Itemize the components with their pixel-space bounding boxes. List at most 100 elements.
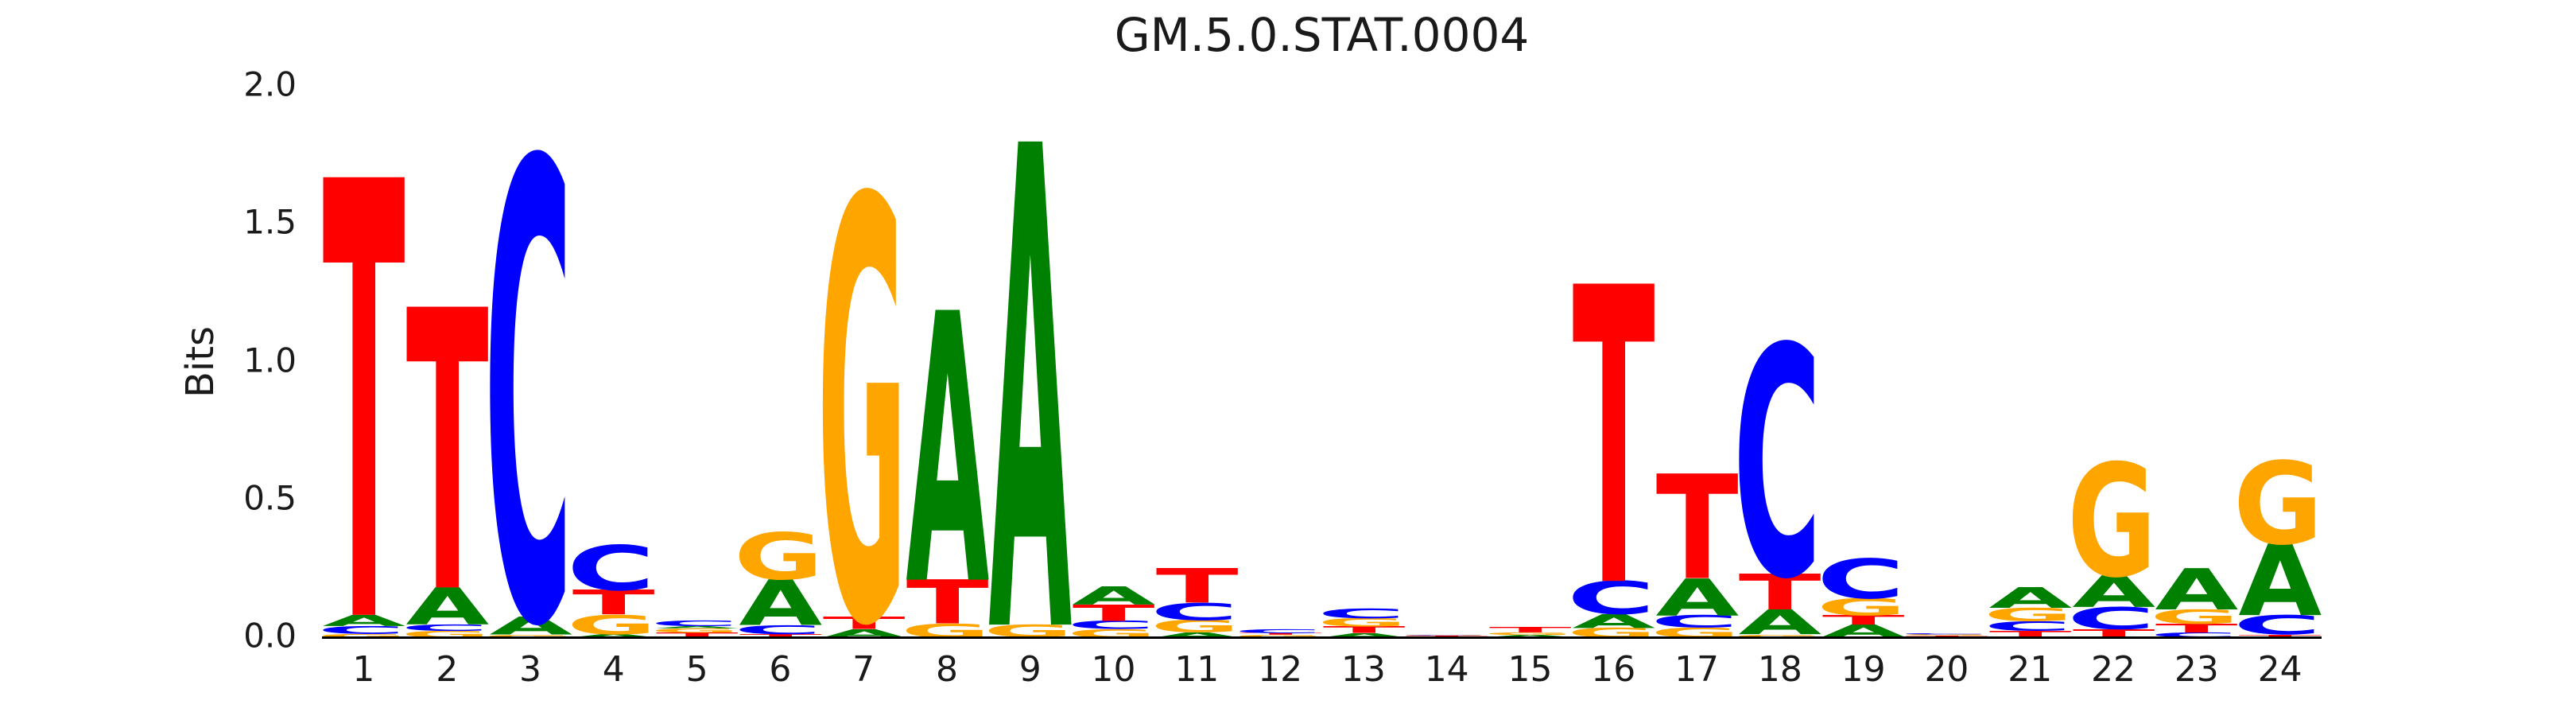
svg-text:T: T <box>739 633 822 639</box>
svg-text:C: C <box>734 623 822 637</box>
logo-letter-4-G: G <box>567 609 657 640</box>
x-tick-4: 4 <box>602 649 625 690</box>
x-tick-24: 24 <box>2257 649 2302 690</box>
svg-text:C: C <box>650 619 739 628</box>
logo-letter-17-A: A <box>1655 568 1739 627</box>
svg-text:G: G <box>2067 432 2157 613</box>
logo-letter-13-G: G <box>1317 616 1407 629</box>
logo-letter-5-G: G <box>650 627 740 633</box>
svg-text:A: A <box>1572 610 1655 632</box>
logo-letter-2-C: C <box>401 623 489 633</box>
x-tick-5: 5 <box>685 649 708 690</box>
y-tick-0.0: 0.0 <box>243 616 297 656</box>
x-tick-12: 12 <box>1258 649 1303 690</box>
x-tick-18: 18 <box>1757 649 1802 690</box>
svg-text:T: T <box>656 631 739 639</box>
logo-letter-8-A: A <box>906 235 990 667</box>
svg-text:G: G <box>1734 634 1824 639</box>
svg-text:A: A <box>656 625 739 628</box>
x-tick-9: 9 <box>1018 649 1042 690</box>
logo-letter-9-A: A <box>989 10 1073 716</box>
logo-letter-8-T: T <box>906 568 988 638</box>
logo-letter-23-G: G <box>2150 605 2240 628</box>
logo-letter-13-T: T <box>1322 625 1405 636</box>
svg-text:C: C <box>1400 634 1488 635</box>
logo-letter-24-G: G <box>2233 438 2323 570</box>
svg-text:A: A <box>489 612 572 640</box>
svg-text:A: A <box>1655 568 1739 627</box>
svg-text:T: T <box>1573 203 1656 678</box>
logo-letter-19-G: G <box>1817 593 1907 621</box>
svg-text:T: T <box>823 613 906 633</box>
svg-text:C: C <box>1650 612 1738 632</box>
x-tick-23: 23 <box>2174 649 2219 690</box>
svg-text:A: A <box>322 612 405 629</box>
svg-text:C: C <box>567 533 655 605</box>
svg-text:T: T <box>1822 613 1905 628</box>
svg-text:T: T <box>1239 632 1321 636</box>
svg-text:C: C <box>401 623 489 633</box>
logo-letter-14-G: G <box>1400 635 1490 636</box>
svg-text:G: G <box>567 609 657 640</box>
x-tick-21: 21 <box>2008 649 2053 690</box>
logo-letter-1-C: C <box>317 625 405 636</box>
svg-text:G: G <box>1317 616 1407 629</box>
logo-letter-19-T: T <box>1822 613 1905 628</box>
logo-letter-20-G: G <box>1900 634 1990 636</box>
svg-text:A: A <box>572 633 656 639</box>
svg-text:G: G <box>1817 593 1907 621</box>
logo-letter-15-G: G <box>1484 632 1573 636</box>
svg-text:G: G <box>484 634 574 639</box>
svg-text:T: T <box>906 568 988 638</box>
svg-text:A: A <box>2155 557 2239 623</box>
figure-title: GM.5.0.STAT.0004 <box>1114 8 1530 62</box>
logo-letter-24-C: C <box>2233 610 2322 641</box>
logo-letter-10-C: C <box>1067 619 1155 632</box>
logo-letter-11-C: C <box>1150 598 1239 625</box>
logo-letter-14-C: C <box>1400 634 1488 635</box>
svg-text:A: A <box>2239 524 2322 639</box>
svg-text:A: A <box>1988 582 2072 615</box>
svg-text:A: A <box>1322 632 1406 638</box>
y-tick-1.5: 1.5 <box>243 202 297 242</box>
svg-text:C: C <box>2233 610 2322 641</box>
svg-text:T: T <box>572 583 655 623</box>
svg-text:T: T <box>406 230 490 679</box>
logo-letter-6-T: T <box>739 633 822 639</box>
x-tick-22: 22 <box>2091 649 2136 690</box>
x-tick-6: 6 <box>769 649 792 690</box>
y-tick-2.0: 2.0 <box>243 64 297 104</box>
y-tick-1.0: 1.0 <box>243 340 297 380</box>
svg-text:T: T <box>1489 625 1572 634</box>
logo-letter-16-A: A <box>1572 610 1655 632</box>
logo-letter-4-A: A <box>572 633 656 639</box>
svg-text:A: A <box>1155 631 1239 639</box>
x-tick-13: 13 <box>1340 649 1386 690</box>
svg-text:T: T <box>1322 625 1405 636</box>
svg-text:A: A <box>989 10 1073 716</box>
x-tick-16: 16 <box>1591 649 1636 690</box>
logo-letter-16-C: C <box>1567 572 1655 625</box>
svg-text:C: C <box>2150 632 2238 639</box>
logo-letter-3-C: C <box>483 34 572 716</box>
y-tick-0.5: 0.5 <box>243 478 297 518</box>
logo-letter-11-T: T <box>1156 559 1239 614</box>
svg-text:C: C <box>1317 605 1405 621</box>
x-tick-19: 19 <box>1841 649 1886 690</box>
x-tick-15: 15 <box>1507 649 1553 690</box>
logo-letter-7-T: T <box>823 613 906 633</box>
x-tick-2: 2 <box>436 649 459 690</box>
logo-letter-7-G: G <box>817 81 907 716</box>
logo-letter-4-C: C <box>567 533 655 605</box>
logo-letter-5-A: A <box>656 625 739 628</box>
svg-text:C: C <box>483 34 572 716</box>
logo-letter-18-A: A <box>1739 603 1822 643</box>
logo-letter-2-T: T <box>406 230 490 679</box>
logo-letter-20-C: C <box>1900 632 1988 634</box>
x-tick-10: 10 <box>1091 649 1136 690</box>
logo-letter-6-C: C <box>734 623 822 637</box>
svg-text:G: G <box>1484 632 1573 636</box>
svg-text:C: C <box>1900 632 1988 634</box>
svg-text:C: C <box>1234 628 1322 634</box>
logo-letter-6-G: G <box>734 520 824 595</box>
